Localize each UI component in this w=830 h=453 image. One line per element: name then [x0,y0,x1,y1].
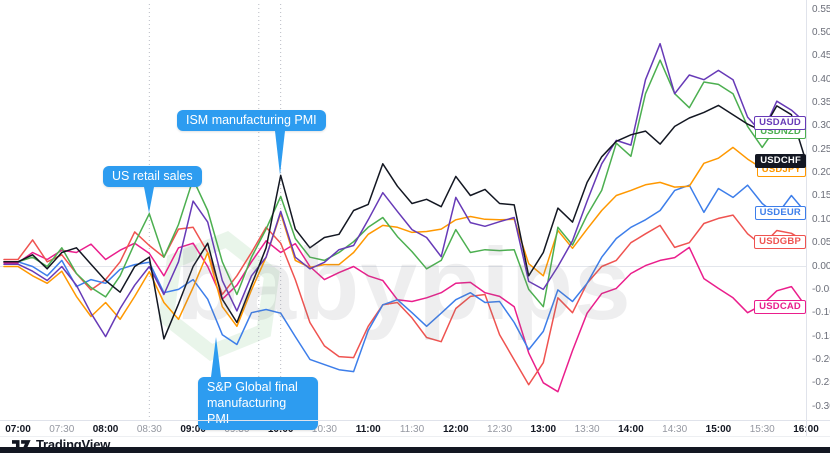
y-axis-tick: -0.25% [812,377,830,389]
time-axis-divider [0,420,830,421]
price-label-usdchf: USDCHF [755,154,806,169]
price-label-usdgbp: USDGBP [754,235,806,250]
y-axis-tick: -0.15% [812,330,830,342]
annotation-tail [275,131,285,175]
y-axis-tick: 0.50% [812,27,830,38]
series-line-usdcad[interactable] [3,240,807,393]
series-line-usdchf[interactable] [3,104,807,340]
x-axis-tick: 10:30 [311,424,337,435]
x-axis-tick: 11:30 [399,424,425,435]
x-axis-tick: 14:00 [618,424,644,435]
series-line-usdaud[interactable] [3,42,807,338]
annotation-ism-manufacturing-pmi[interactable]: ISM manufacturing PMI [177,110,326,175]
x-axis-tick: 12:30 [487,424,513,435]
x-axis-tick: 16:00 [784,424,828,436]
price-label-usdcad: USDCAD [754,299,806,314]
x-axis-tick: 09:00 [180,424,206,435]
x-axis-tick: 13:30 [574,424,600,435]
annotation-tail [211,337,221,377]
y-axis-tick: -0.20% [812,353,830,365]
price-label-usdeur: USDEUR [754,205,806,220]
annotation-tail [144,187,154,213]
x-axis-tick: 14:30 [662,424,688,435]
y-axis-tick: 0.45% [812,50,830,62]
y-axis-tick: 0.20% [812,167,830,179]
y-axis-tick: -0.05% [812,283,830,295]
price-label-usdaud: USDAUD [754,116,806,131]
y-axis-tick: 0.05% [812,237,830,249]
x-axis-tick: 12:00 [442,424,469,435]
footer-divider [0,436,830,437]
y-axis-tick: -0.10% [812,307,830,319]
x-axis-tick: 15:00 [705,424,732,435]
series-line-usdeur[interactable] [3,184,807,373]
series-line-usdnzd[interactable] [3,59,807,308]
y-axis-tick: 0.10% [812,213,830,225]
x-axis-tick: 11:00 [355,424,381,435]
series-line-usdjpy[interactable] [3,146,807,328]
price-axis-divider [806,0,807,437]
bottom-bar [0,447,830,453]
y-axis-tick: 0.00% [812,260,830,272]
y-axis-tick: -0.30% [812,400,830,412]
x-axis-tick: 07:30 [49,424,75,435]
x-axis-tick: 08:00 [92,424,119,435]
annotation-us-retail-sales[interactable]: US retail sales [103,166,202,213]
y-axis-tick: 0.55% [812,3,830,15]
y-axis-tick: 0.40% [812,73,830,85]
x-axis-tick: 13:00 [530,424,557,435]
y-axis-tick: 0.15% [812,190,830,202]
x-axis-tick: 08:30 [136,424,162,435]
y-axis-tick: 0.30% [812,120,830,132]
annotation-sp-global-final-manufacturing-pmi[interactable]: S&P Global final manufacturing PMI [198,337,318,430]
x-axis-tick: 07:00 [5,424,31,435]
series-line-usdgbp[interactable] [3,214,807,386]
y-axis-tick: 0.35% [812,97,830,109]
y-axis-tick: 0.25% [812,143,830,155]
x-axis-tick: 15:30 [749,424,775,435]
